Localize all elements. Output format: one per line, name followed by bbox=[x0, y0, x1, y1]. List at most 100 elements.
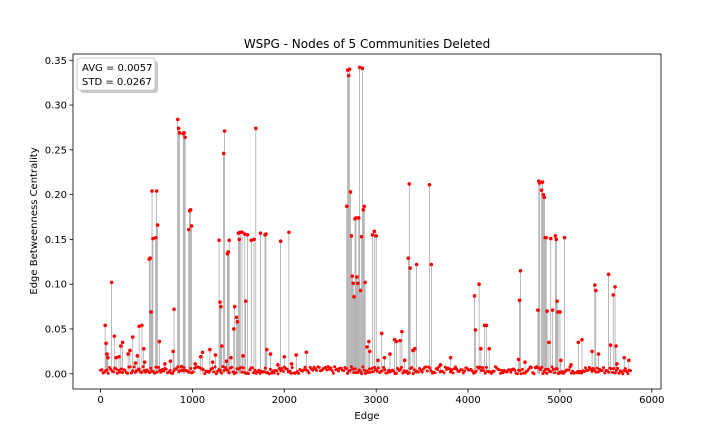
data-point bbox=[155, 223, 160, 227]
x-tick-label: 0 bbox=[97, 395, 103, 406]
baseline-point bbox=[460, 368, 464, 372]
baseline-point bbox=[492, 369, 496, 373]
data-point bbox=[363, 280, 367, 285]
baseline-point bbox=[222, 369, 226, 373]
baseline-point bbox=[448, 370, 452, 374]
data-point bbox=[367, 349, 372, 354]
data-point bbox=[477, 282, 481, 287]
y-tick-label: 0.15 bbox=[45, 235, 67, 246]
data-point bbox=[218, 300, 222, 304]
baseline-point bbox=[515, 372, 519, 376]
baseline-point bbox=[366, 370, 370, 374]
data-point bbox=[429, 262, 434, 267]
data-point bbox=[183, 135, 187, 140]
avg-label: AVG = 0.0057 bbox=[82, 63, 153, 74]
data-point bbox=[287, 230, 291, 235]
baseline-point bbox=[513, 368, 517, 372]
baseline-point bbox=[262, 370, 266, 374]
data-point bbox=[408, 266, 412, 270]
baseline-point bbox=[315, 368, 319, 372]
baseline-point bbox=[484, 365, 488, 369]
data-point bbox=[245, 233, 250, 237]
baseline-point bbox=[589, 367, 593, 371]
data-point bbox=[200, 350, 205, 355]
data-point bbox=[289, 362, 294, 366]
baseline-point bbox=[451, 371, 455, 375]
baseline-point bbox=[580, 371, 584, 375]
data-point bbox=[264, 232, 268, 236]
data-point bbox=[106, 355, 110, 360]
data-point bbox=[171, 349, 175, 354]
data-point bbox=[349, 234, 354, 238]
y-tick-label: 0.25 bbox=[45, 145, 67, 156]
baseline-point bbox=[447, 367, 451, 371]
data-point bbox=[226, 250, 231, 254]
baseline-point bbox=[297, 372, 301, 376]
baseline-point bbox=[268, 367, 272, 371]
data-point bbox=[175, 117, 180, 122]
baseline-point bbox=[601, 366, 605, 370]
data-point bbox=[120, 340, 125, 345]
data-point bbox=[614, 344, 618, 348]
data-point bbox=[304, 350, 309, 355]
baseline-point bbox=[362, 368, 366, 372]
data-point bbox=[516, 357, 521, 362]
data-point bbox=[382, 355, 387, 360]
baseline-point bbox=[176, 365, 180, 369]
baseline-point bbox=[529, 366, 533, 370]
data-point bbox=[153, 235, 158, 240]
baseline-points bbox=[99, 365, 632, 376]
data-point bbox=[208, 347, 212, 352]
data-point bbox=[151, 236, 155, 241]
baseline-point bbox=[433, 371, 437, 375]
baseline-point bbox=[290, 365, 294, 369]
data-point bbox=[487, 346, 491, 351]
data-point bbox=[168, 359, 173, 364]
baseline-point bbox=[277, 366, 281, 370]
data-point bbox=[539, 188, 544, 192]
baseline-point bbox=[442, 371, 446, 375]
baseline-point bbox=[100, 368, 104, 372]
data-point bbox=[537, 181, 542, 185]
baseline-point bbox=[540, 365, 544, 369]
baseline-point bbox=[120, 371, 124, 375]
stem-lines bbox=[104, 67, 630, 374]
baseline-point bbox=[429, 369, 433, 373]
baseline-point bbox=[325, 368, 329, 372]
data-point bbox=[135, 354, 140, 358]
data-point bbox=[227, 238, 231, 243]
data-point bbox=[350, 274, 355, 278]
data-point bbox=[186, 227, 191, 232]
data-point bbox=[359, 234, 364, 239]
baseline-point bbox=[538, 368, 542, 372]
baseline-point bbox=[614, 369, 618, 373]
data-point bbox=[518, 268, 523, 273]
baseline-point bbox=[324, 365, 328, 369]
y-axis: 0.00 0.05 0.10 0.15 0.20 0.25 0.30 0.35 bbox=[45, 56, 73, 380]
data-point bbox=[219, 304, 223, 309]
baseline-point bbox=[553, 371, 557, 375]
baseline-point bbox=[405, 369, 409, 373]
data-point bbox=[484, 323, 489, 328]
data-point bbox=[157, 339, 162, 344]
data-point bbox=[172, 307, 176, 312]
data-point bbox=[593, 288, 598, 293]
data-point bbox=[193, 362, 197, 366]
y-tick-label: 0.00 bbox=[45, 369, 67, 380]
data-point bbox=[103, 323, 107, 328]
y-tick-label: 0.35 bbox=[45, 56, 67, 67]
baseline-point bbox=[246, 372, 250, 376]
baseline-point bbox=[616, 366, 620, 370]
x-tick-label: 3000 bbox=[363, 395, 388, 406]
baseline-point bbox=[364, 372, 368, 376]
data-point bbox=[177, 131, 182, 135]
baseline-point bbox=[155, 370, 159, 374]
baseline-point bbox=[252, 371, 256, 375]
baseline-point bbox=[212, 370, 216, 374]
baseline-point bbox=[436, 368, 440, 372]
baseline-point bbox=[306, 369, 310, 373]
baseline-point bbox=[174, 367, 178, 371]
baseline-point bbox=[105, 368, 109, 372]
data-point bbox=[406, 256, 411, 261]
